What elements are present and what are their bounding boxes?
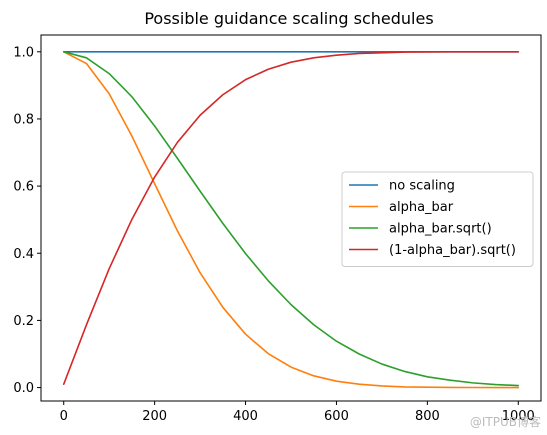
legend-box xyxy=(341,171,534,267)
axes-frame xyxy=(40,34,542,402)
chart-title: Possible guidance scaling schedules xyxy=(144,9,433,28)
x-tick-label: 0 xyxy=(60,409,68,424)
legend: no scaling alpha_bar alpha_bar.sqrt() (1-al… xyxy=(341,171,534,267)
y-tick-label: 0.4 xyxy=(13,247,34,262)
watermark-text: @ITPUB博客 xyxy=(470,414,541,429)
series-group xyxy=(62,50,520,389)
legend-label: (1-alpha_bar).sqrt() xyxy=(389,243,516,258)
series-line-1 xyxy=(62,51,520,389)
legend-label: no scaling xyxy=(389,179,455,194)
y-tick-label: 0.0 xyxy=(13,381,34,396)
x-tick-label: 800 xyxy=(415,409,440,424)
legend-label: alpha_bar.sqrt() xyxy=(389,222,492,237)
x-tick-label: 400 xyxy=(233,409,258,424)
y-tick-label: 1.0 xyxy=(13,45,34,60)
x-tick-label: 200 xyxy=(142,409,167,424)
series-line-3 xyxy=(62,50,520,386)
series-line-2 xyxy=(62,51,520,387)
x-tick-label: 1000 xyxy=(502,409,535,424)
x-tick-label: 600 xyxy=(324,409,349,424)
plot-area: 0 200 400 600 800 1000 0.0 0.2 0.4 0.6 0.8 1.0 no sc… xyxy=(13,34,542,424)
y-tick-label: 0.6 xyxy=(13,180,34,195)
legend-label: alpha_bar xyxy=(389,200,454,215)
y-tick-label: 0.2 xyxy=(13,314,34,329)
y-tick-label: 0.8 xyxy=(13,112,34,127)
